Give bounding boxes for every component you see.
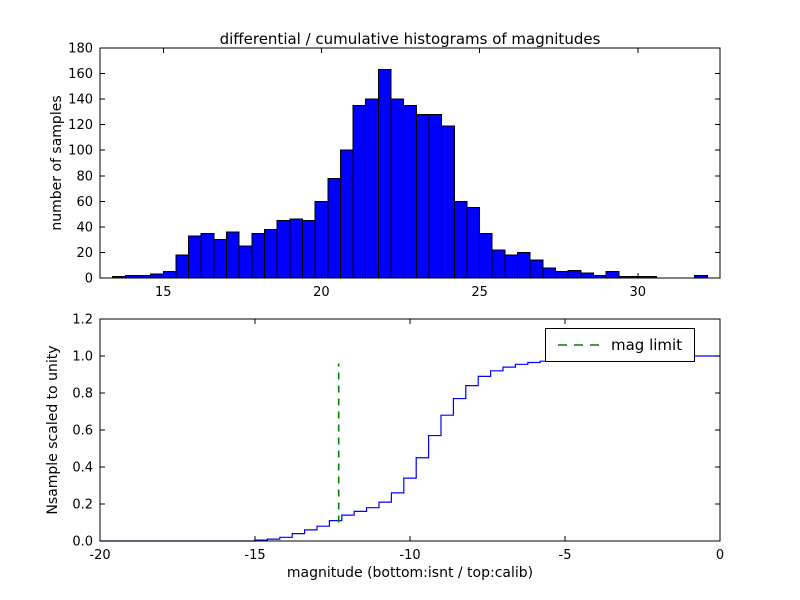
histogram-bar: [453, 200, 468, 279]
x-tick-label: 30: [629, 285, 646, 300]
legend-label: mag limit: [611, 336, 683, 354]
x-tick-label: 15: [155, 285, 172, 300]
histogram-bar: [352, 105, 367, 279]
histogram-bar: [314, 200, 329, 279]
y-tick-label: 80: [76, 169, 93, 184]
axes-frame: [99, 47, 721, 279]
histogram-bar: [251, 232, 265, 279]
histogram-bar: [327, 177, 341, 279]
histogram-bar: [213, 239, 228, 279]
histogram-bar: [491, 249, 506, 279]
y-tick-label: 160: [68, 67, 93, 82]
histogram-bar: [390, 98, 405, 279]
cumulative-line: [100, 355, 720, 542]
y-tick-label: 0: [85, 272, 93, 287]
histogram-bar: [365, 98, 379, 279]
histogram-bar: [289, 218, 303, 279]
y-tick-label: 180: [68, 42, 93, 57]
histogram-bar: [466, 207, 481, 279]
y-tick-label: 0.0: [72, 535, 93, 550]
y-tick-label: 60: [76, 195, 93, 210]
chart-title: differential / cumulative histograms of …: [219, 30, 601, 48]
histogram-bar: [567, 269, 582, 279]
histogram-bar: [403, 105, 417, 279]
y-tick-label: 0.2: [72, 498, 93, 513]
x-tick-label: 0: [716, 548, 724, 563]
y-tick-label: 0.6: [72, 424, 93, 439]
histogram-bar: [276, 220, 291, 279]
histogram-bar: [162, 271, 177, 279]
histogram-bar: [580, 272, 594, 279]
histogram-bar: [200, 232, 215, 279]
histogram-bar: [542, 267, 557, 279]
y-tick-label: 1.2: [72, 313, 93, 328]
bottom-xlabel: magnitude (bottom:isnt / top:calib): [286, 565, 534, 581]
histogram-bar: [301, 220, 316, 279]
histogram-bar: [175, 254, 190, 279]
y-tick-label: 120: [68, 118, 93, 133]
x-tick-label: 25: [471, 285, 488, 300]
legend: mag limit: [545, 328, 696, 362]
histogram-bar: [504, 254, 519, 279]
x-tick-label: -15: [244, 548, 265, 563]
histogram-bar: [263, 228, 278, 279]
y-tick-label: 0.8: [72, 387, 93, 402]
histogram-bar: [226, 231, 240, 279]
histogram-bar: [238, 245, 253, 279]
y-tick-label: 0.4: [72, 461, 93, 476]
histogram-bar: [150, 273, 164, 279]
histogram-bar: [428, 113, 443, 279]
x-tick-label: -10: [399, 548, 420, 563]
y-tick-label: 100: [68, 144, 93, 159]
histogram-bar: [555, 271, 569, 279]
histogram-bar: [605, 271, 620, 279]
y-tick-label: 40: [76, 220, 93, 235]
x-tick-label: 20: [313, 285, 330, 300]
histogram-bar: [517, 251, 531, 279]
top-ylabel: number of samples: [49, 95, 65, 231]
x-tick-label: -5: [559, 548, 572, 563]
bottom-ylabel: Nsample scaled to unity: [45, 345, 61, 515]
histogram-bar: [415, 113, 430, 279]
histogram-bar: [377, 69, 392, 279]
y-tick-label: 1.0: [72, 350, 93, 365]
y-tick-label: 140: [68, 93, 93, 108]
axes-frame: [99, 318, 721, 542]
y-tick-label: 20: [76, 246, 93, 261]
histogram-bar: [339, 149, 354, 279]
x-tick-label: -20: [89, 548, 110, 563]
histogram-bar: [188, 235, 202, 279]
histogram-bar: [441, 125, 455, 279]
histogram-bar: [479, 232, 493, 279]
legend-dashed-line-sample: [558, 344, 600, 346]
histogram-bar: [529, 259, 544, 279]
